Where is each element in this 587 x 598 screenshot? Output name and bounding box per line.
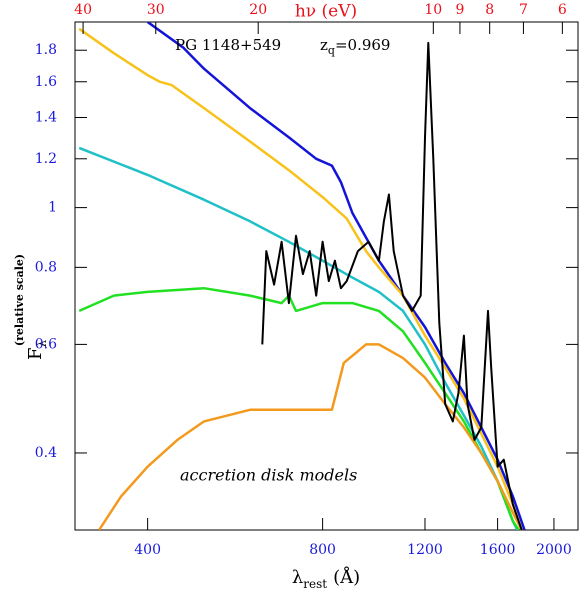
redshift-value: =0.969 <box>335 36 391 54</box>
x2-tick-label: 9 <box>455 2 464 18</box>
x-label-subscript: rest <box>303 577 327 591</box>
x-axis-label: λrest (Å) <box>292 566 360 591</box>
x-label-symbol: λ <box>292 567 303 588</box>
y-axis-label: Fλ <box>25 340 49 361</box>
y-tick-label: 0.4 <box>35 445 57 461</box>
x-tick-label: 400 <box>134 542 161 558</box>
y-label-subscript: λ <box>35 340 49 348</box>
y-tick-label: 1 <box>48 200 57 216</box>
redshift-annotation: zq=0.969 <box>320 36 390 57</box>
x-tick-label: 1600 <box>480 542 516 558</box>
x2-tick-label: 40 <box>74 2 92 18</box>
x2-axis-label: hν (eV) <box>295 2 357 22</box>
x-tick-label: 800 <box>309 542 336 558</box>
x2-tick-label: 20 <box>249 2 267 18</box>
plot-frame <box>74 21 579 531</box>
x2-tick-label: 10 <box>424 2 442 18</box>
x2-tick-label: 30 <box>147 2 165 18</box>
y-tick-label: 0.6 <box>35 336 57 352</box>
models-annotation: accretion disk models <box>180 466 357 485</box>
y-tick-label: 0.8 <box>35 259 57 275</box>
x2-tick-label: 8 <box>485 2 494 18</box>
x2-tick-label: 6 <box>558 2 567 18</box>
x-tick-label: 1200 <box>407 542 443 558</box>
spectrum-line <box>78 27 523 530</box>
spectrum-line <box>146 22 526 530</box>
y-tick-label: 1.4 <box>35 110 57 126</box>
plot-lines <box>78 22 526 530</box>
x2-tick-label: 7 <box>519 2 528 18</box>
y-axis-note: (relative scale) <box>13 254 26 346</box>
spectrum-line <box>98 343 523 530</box>
object-annotation: PG 1148+549 <box>175 36 281 54</box>
x-tick-label: 2000 <box>536 542 572 558</box>
x-label-unit: (Å) <box>333 566 360 588</box>
y-tick-label: 1.6 <box>35 74 57 90</box>
spectrum-line <box>261 41 523 530</box>
y-tick-label: 1.8 <box>35 42 57 58</box>
y-tick-label: 1.2 <box>35 151 57 167</box>
y-label-symbol: F <box>25 348 46 361</box>
spectrum-line <box>78 146 519 530</box>
redshift-symbol: z <box>320 36 328 54</box>
redshift-subscript: q <box>328 44 335 57</box>
